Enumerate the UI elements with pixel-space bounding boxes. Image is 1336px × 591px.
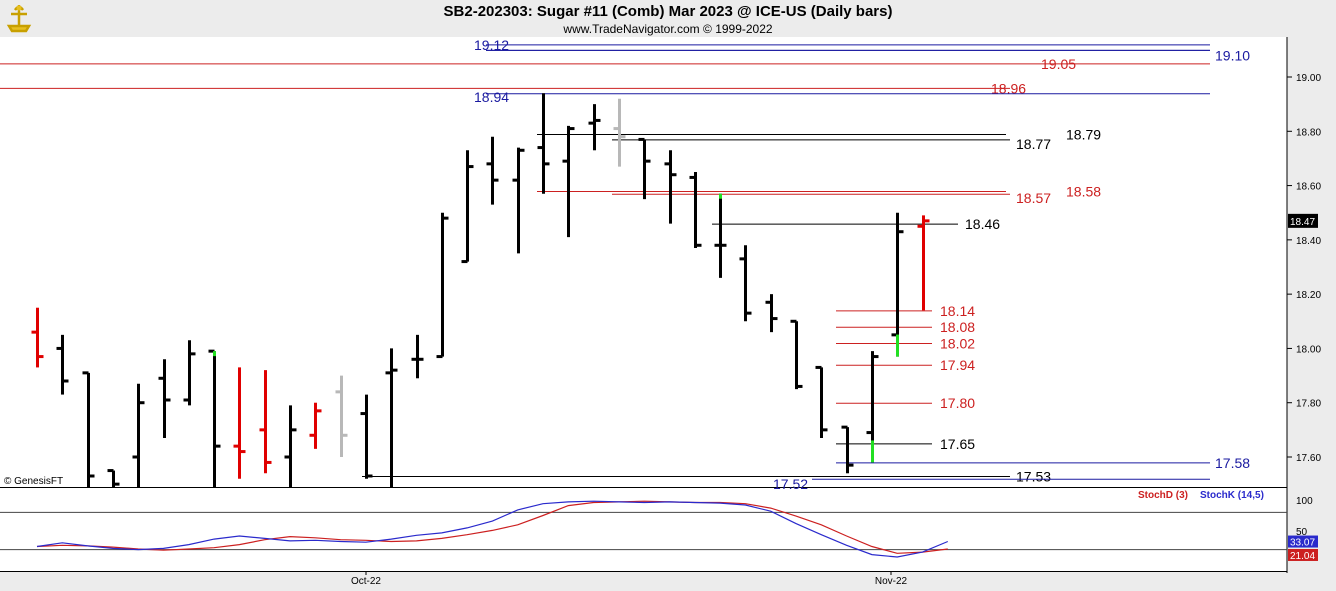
y-tick-label: 18.00 — [1296, 344, 1321, 355]
chart-title: SB2-202303: Sugar #11 (Comb) Mar 2023 @ … — [443, 3, 893, 20]
stoch-line — [36, 500, 949, 558]
chart-header: SB2-202303: Sugar #11 (Comb) Mar 2023 @ … — [0, 0, 1336, 37]
stochD-value-box — [1288, 548, 1318, 561]
ohlc-bar — [259, 370, 272, 474]
ohlc-bar — [335, 375, 348, 457]
ohlc-bar — [917, 215, 930, 311]
ohlc-bar — [31, 307, 44, 368]
last-price-box — [1288, 213, 1318, 228]
price-panel-background — [0, 37, 1287, 487]
ohlc-bar — [866, 351, 879, 463]
y-tick-label: 18.60 — [1296, 182, 1321, 193]
level-label: 18.79 — [1066, 127, 1101, 143]
ohlc-bar — [891, 212, 904, 357]
level-label: 17.58 — [1215, 455, 1250, 471]
level-label: 17.94 — [940, 357, 975, 373]
trade-navigator-logo-icon — [4, 2, 34, 34]
ohlc-bar — [82, 371, 95, 487]
stochK-legend: StochK (14,5) — [1200, 490, 1264, 501]
ohlc-bar — [436, 212, 449, 359]
ohlc-bar — [411, 334, 424, 379]
ohlc-bar — [512, 147, 525, 254]
ohlc-bar — [284, 405, 297, 487]
y-tick-label: 18.20 — [1296, 290, 1321, 301]
level-label: 18.46 — [965, 216, 1000, 232]
ohlc-bar — [562, 125, 575, 238]
ohlc-bar — [309, 402, 322, 449]
ohlc-bar — [56, 334, 69, 395]
stochK-value: 33.07 — [1290, 538, 1315, 549]
last-price-label: 18.47 — [1290, 217, 1315, 228]
ohlc-bar — [815, 365, 828, 438]
ohlc-bar — [385, 348, 398, 487]
ohlc-bar — [233, 367, 246, 479]
level-label: 18.96 — [991, 80, 1026, 96]
level-label: 18.77 — [1016, 136, 1051, 152]
y-tick-label: 17.80 — [1296, 399, 1321, 410]
ohlc-bar — [183, 340, 196, 406]
ohlc-bar — [486, 136, 499, 205]
level-label: 17.65 — [940, 436, 975, 452]
stochD-value: 21.04 — [1290, 551, 1315, 562]
ohlc-bar — [664, 150, 677, 224]
y-tick-label: 19.00 — [1296, 73, 1321, 84]
ohlc-bar — [714, 193, 727, 278]
chart-subtitle: www.TradeNavigator.com © 1999-2022 — [563, 22, 773, 36]
ohlc-bar — [613, 98, 626, 167]
stoch-tick-label: 50 — [1296, 527, 1308, 538]
ohlc-bar — [461, 150, 474, 264]
ohlc-bar — [638, 137, 651, 200]
ohlc-bar — [158, 359, 171, 438]
ohlc-bar — [132, 383, 145, 487]
level-label: 17.80 — [940, 395, 975, 411]
stochD-legend: StochD (3) — [1138, 490, 1188, 501]
level-label: 19.12 — [474, 37, 509, 53]
level-label: 19.10 — [1215, 47, 1250, 63]
x-tick-label: Nov-22 — [875, 576, 908, 587]
y-tick-label: 18.40 — [1296, 236, 1321, 247]
ohlc-bar — [689, 172, 702, 248]
ohlc-bar — [107, 469, 120, 487]
stoch-line — [36, 500, 948, 554]
ohlc-bar — [537, 93, 550, 194]
ohlc-bar — [588, 104, 601, 151]
stochK-value-box — [1288, 535, 1318, 548]
watermark: © GenesisFT — [4, 476, 63, 487]
ohlc-bar — [360, 394, 373, 479]
y-tick-label: 17.60 — [1296, 453, 1321, 464]
ohlc-bar — [208, 349, 221, 487]
ohlc-bar — [765, 294, 778, 333]
ohlc-bar — [739, 245, 752, 322]
level-label: 18.57 — [1016, 190, 1051, 206]
ohlc-bar — [790, 319, 803, 390]
stochastic-panel-background — [0, 488, 1287, 571]
level-label: 18.58 — [1066, 184, 1101, 200]
level-label: 18.14 — [940, 303, 975, 319]
level-label: 18.02 — [940, 336, 975, 352]
level-label: 17.53 — [1016, 469, 1051, 485]
level-label: 17.52 — [773, 476, 808, 492]
level-label: 19.05 — [1041, 56, 1076, 72]
ohlc-bar — [841, 425, 854, 474]
y-tick-label: 18.80 — [1296, 127, 1321, 138]
stoch-tick-label: 100 — [1296, 496, 1313, 507]
x-tick-label: Oct-22 — [351, 576, 381, 587]
level-label: 18.94 — [474, 89, 509, 105]
level-label: 18.08 — [940, 319, 975, 335]
